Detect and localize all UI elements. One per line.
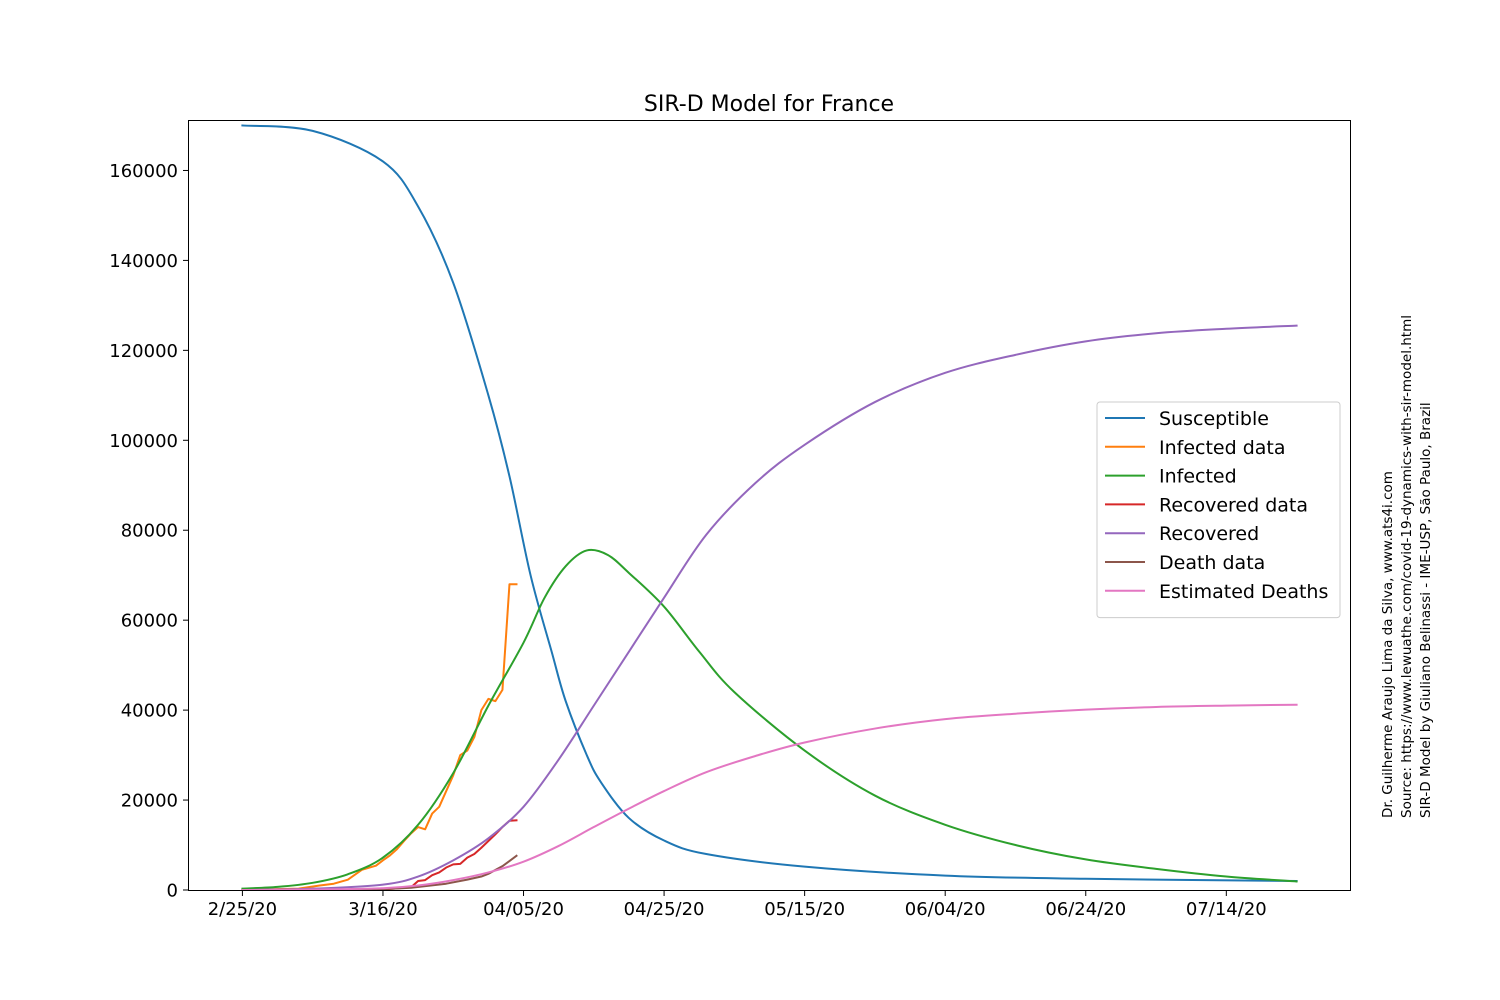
legend-label-infected: Infected (1159, 466, 1237, 488)
x-tick-label: 06/24/20 (1045, 899, 1126, 920)
plot-frame (188, 120, 1351, 891)
x-tick-label: 05/15/20 (764, 899, 845, 920)
x-tick-label: 2/25/20 (208, 899, 277, 920)
y-tick-label: 40000 (121, 701, 178, 722)
y-axis: 0 20000 40000 60000 80000 100000 120000 140000 1… (109, 161, 189, 902)
y-tick-label: 80000 (121, 521, 178, 542)
legend-box (1096, 401, 1341, 619)
y-tick-label: 60000 (121, 611, 178, 632)
credit-line-model: SIR-D Model by Giuliano Belinassi - IME-… (1418, 402, 1434, 818)
legend-label-death-data: Death data (1159, 552, 1265, 574)
credit-line-author: Dr. Guilherme Araujo Lima da Silva, www.… (1380, 471, 1396, 818)
y-tick-label: 120000 (109, 341, 178, 362)
x-tick-label: 07/14/20 (1186, 899, 1267, 920)
x-axis: 2/25/20 3/16/20 04/05/20 04/25/20 05/15/20 06… (208, 890, 1267, 920)
y-tick-label: 140000 (109, 251, 178, 272)
series-line-susceptible (241, 124, 1298, 883)
legend-label-susceptible: Susceptible (1159, 408, 1269, 430)
x-tick-label: 3/16/20 (348, 899, 417, 920)
legend-label-recovered: Recovered (1159, 523, 1259, 545)
legend-label-estimated-deaths: Estimated Deaths (1159, 581, 1328, 603)
series-line-infected-data (241, 583, 518, 891)
y-tick-label: 20000 (121, 791, 178, 812)
credits: Dr. Guilherme Araujo Lima da Silva, www.… (1380, 315, 1434, 818)
x-tick-label: 04/05/20 (483, 899, 564, 920)
x-tick-label: 04/25/20 (624, 899, 705, 920)
legend: Susceptible Infected data Infected Recovere… (1096, 401, 1341, 619)
y-tick-label: 160000 (109, 161, 178, 182)
chart-title: SIR-D Model for France (644, 92, 894, 117)
series-layer (241, 124, 1298, 892)
y-tick-label: 0 (167, 881, 178, 902)
x-tick-label: 06/04/20 (905, 899, 986, 920)
legend-label-infected-data: Infected data (1159, 437, 1286, 459)
credit-line-source: Source: https://www.lewuathe.com/covid-1… (1399, 315, 1415, 818)
series-line-recovered (241, 324, 1298, 892)
y-tick-label: 100000 (109, 431, 178, 452)
series-line-infected (241, 548, 1298, 890)
legend-label-recovered-data: Recovered data (1159, 494, 1308, 516)
series-line-estimated-deaths (241, 703, 1298, 892)
